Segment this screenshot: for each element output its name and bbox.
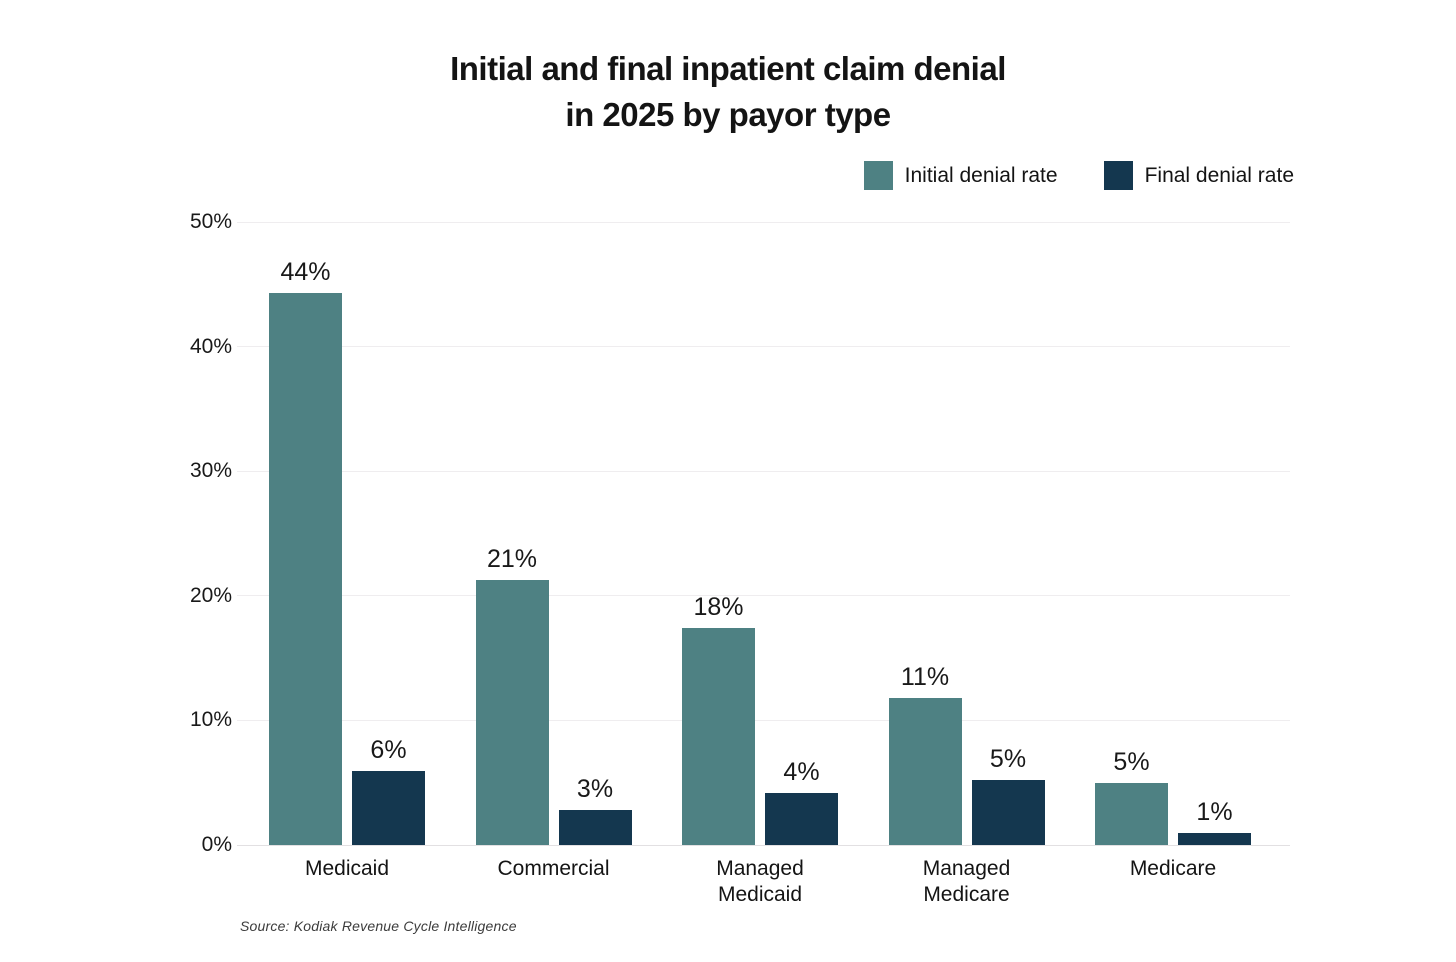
- bar-final-medicaid: [352, 771, 425, 845]
- legend-swatch-initial-icon: [863, 161, 893, 190]
- legend-swatch-final-icon: [1103, 161, 1133, 190]
- y-tick-label: 50%: [189, 210, 232, 233]
- legend: Initial denial rate Final denial rate: [863, 161, 1294, 190]
- y-tick-label: 10%: [189, 708, 232, 732]
- bar-value-label: 1%: [1196, 798, 1233, 826]
- legend-item-initial: Initial denial rate: [863, 161, 1058, 190]
- legend-label-initial: Initial denial rate: [904, 163, 1058, 187]
- gridline: [237, 470, 1290, 472]
- bar-value-label: 44%: [280, 258, 331, 286]
- bar-value-label: 5%: [1113, 748, 1150, 776]
- bar-initial-commercial: [475, 580, 549, 845]
- y-tick-label: 20%: [189, 583, 232, 607]
- x-category-label: Commercial: [497, 857, 610, 880]
- y-tick-label: 40%: [189, 334, 232, 358]
- legend-label-final: Final denial rate: [1144, 163, 1294, 187]
- bar-initial-managed-medicare: [888, 698, 962, 845]
- x-category-label: Managed Medicaid: [716, 857, 804, 906]
- bar-initial-medicare: [1095, 783, 1168, 845]
- bar-value-label: 21%: [486, 545, 538, 573]
- y-tick-label: 0%: [201, 833, 232, 856]
- bar-final-medicare: [1178, 833, 1251, 845]
- y-tick-label: 30%: [189, 459, 232, 483]
- gridline: [237, 719, 1290, 721]
- bar-value-label: 11%: [900, 663, 950, 691]
- gridline: [237, 346, 1290, 348]
- gridline: [237, 844, 1290, 846]
- bar-final-managed-medicaid: [765, 793, 838, 845]
- x-category-label: Medicaid: [304, 857, 390, 880]
- source-note: Source: Kodiak Revenue Cycle Intelligenc…: [240, 918, 517, 934]
- bar-final-commercial: [558, 810, 632, 845]
- legend-item-final: Final denial rate: [1103, 161, 1294, 190]
- bar-initial-managed-medicaid: [682, 628, 755, 845]
- x-category-label: Medicare: [1129, 857, 1217, 880]
- bar-value-label: 3%: [576, 775, 614, 803]
- bar-final-managed-medicare: [971, 780, 1045, 845]
- gridline: [237, 595, 1290, 597]
- bar-value-label: 4%: [783, 758, 820, 786]
- bar-value-label: 18%: [693, 593, 744, 621]
- bar-initial-medicaid: [269, 293, 342, 845]
- bar-value-label: 5%: [989, 745, 1027, 773]
- bar-value-label: 6%: [370, 736, 407, 764]
- x-category-label: Managed Medicare: [922, 857, 1011, 906]
- chart-title: Initial and final inpatient claim denial…: [450, 50, 1006, 133]
- gridline: [237, 221, 1290, 223]
